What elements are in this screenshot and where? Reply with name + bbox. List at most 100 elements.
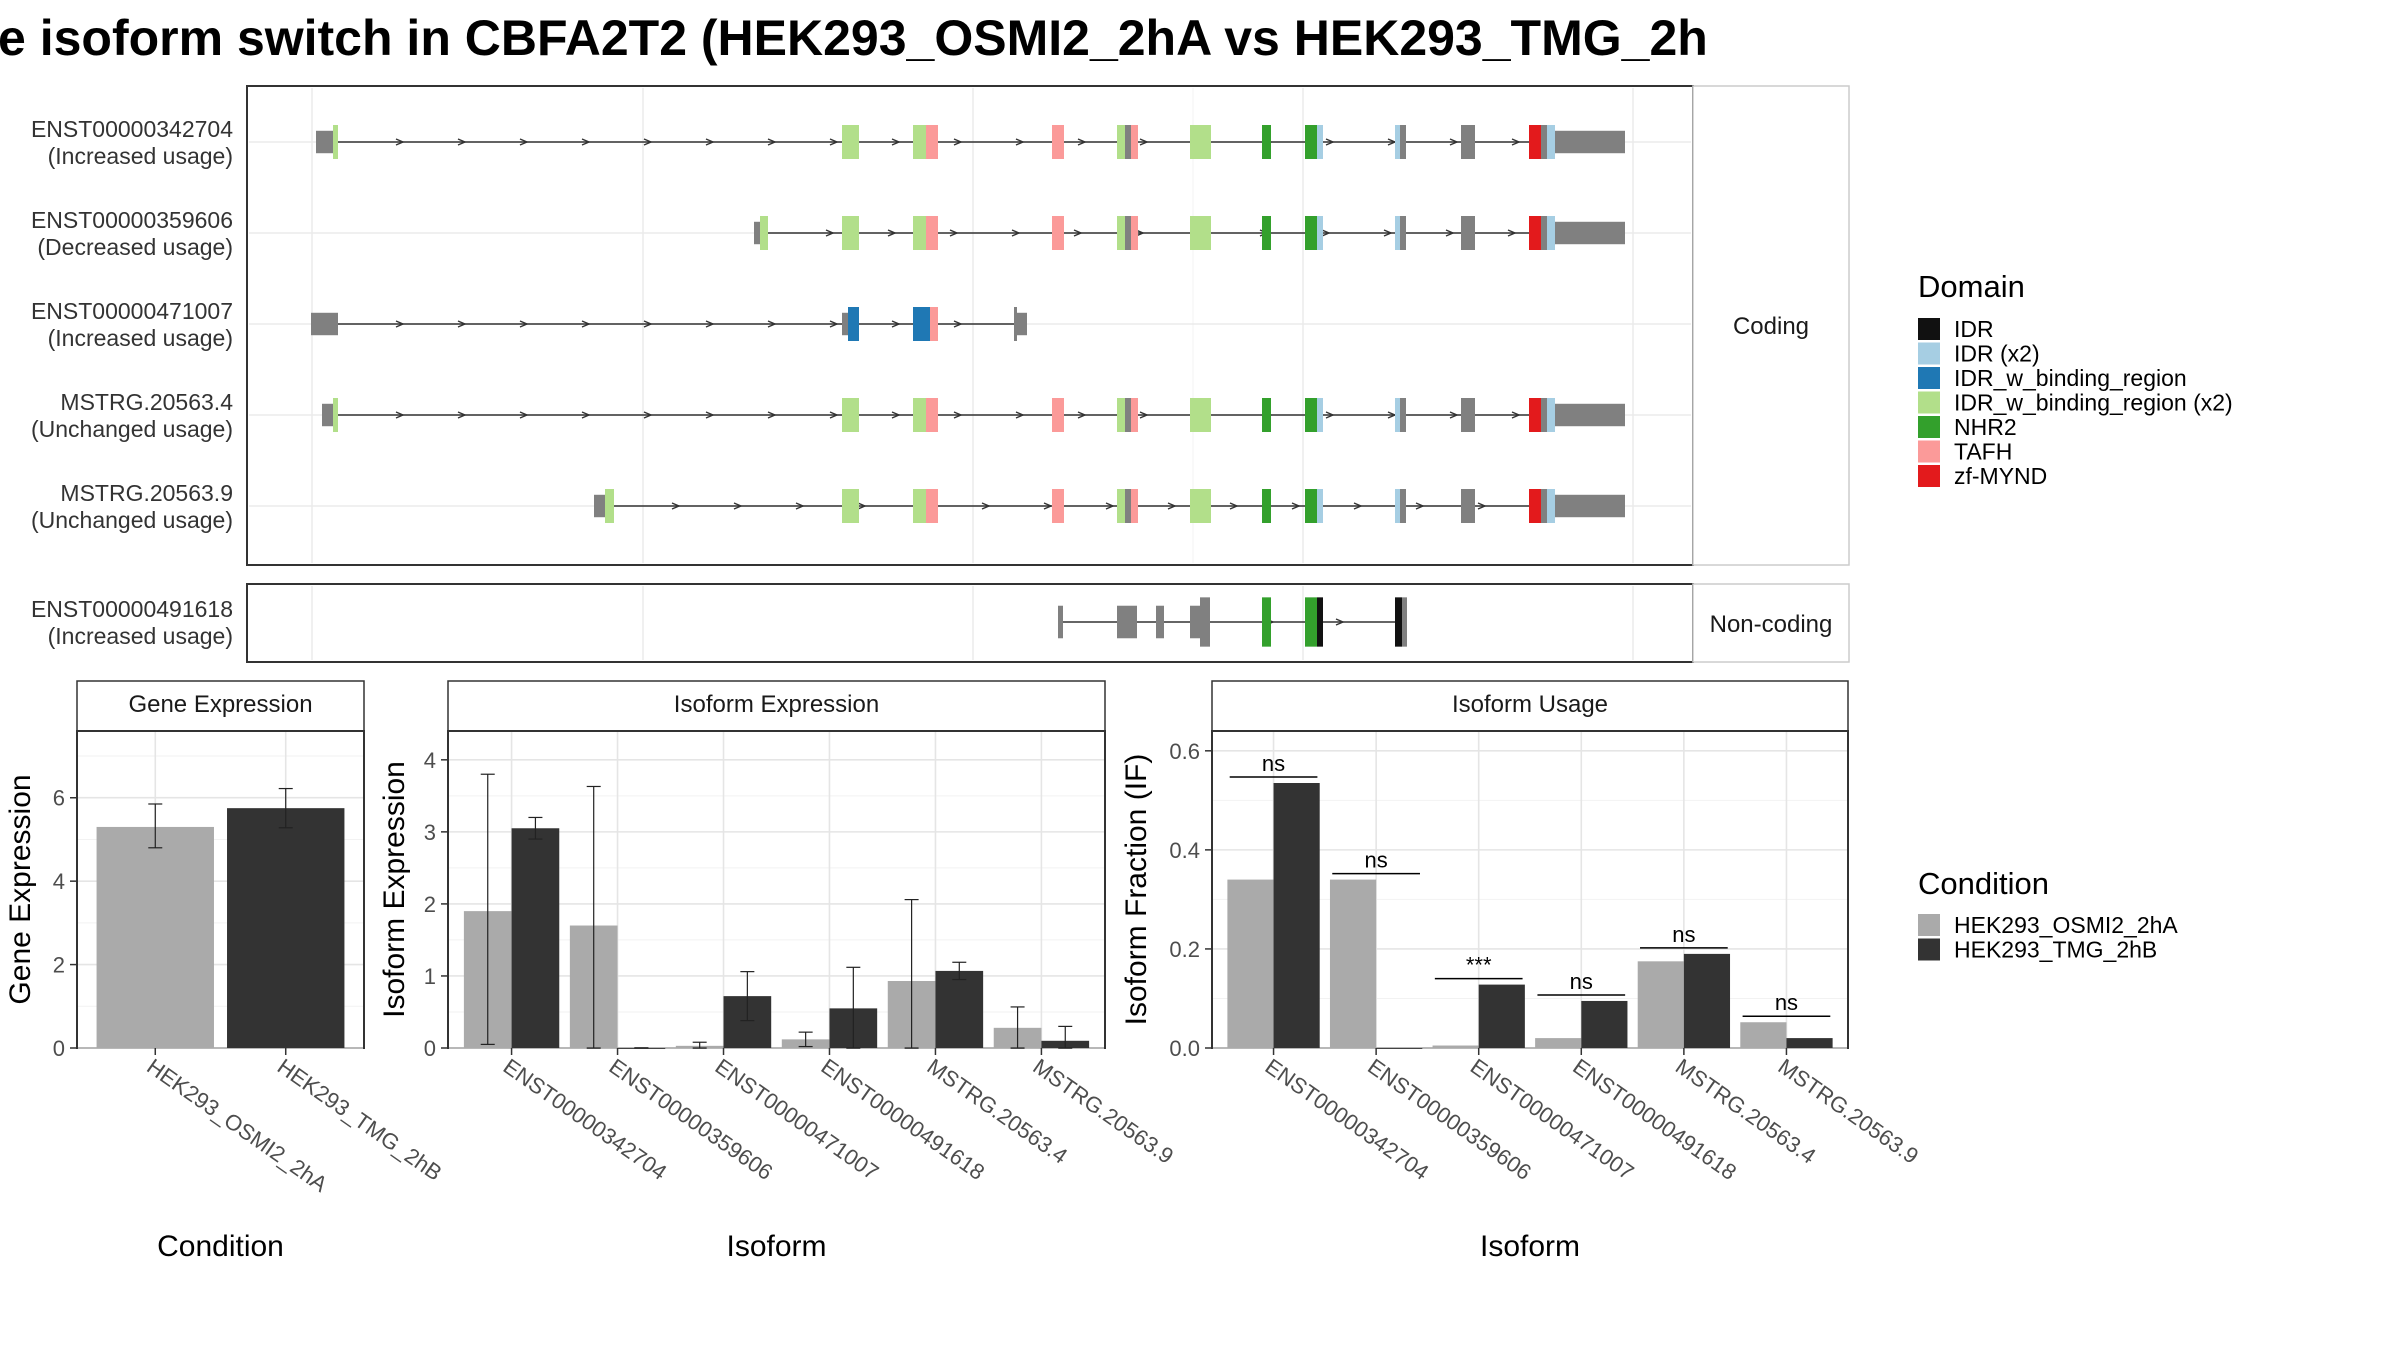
domain-block [1529,489,1541,523]
y-axis-title: Gene Expression [4,774,37,1004]
strand-arrow [395,138,405,146]
domain-block [1305,398,1317,432]
domain-block [333,398,338,432]
domain-block [1395,597,1402,647]
strand-arrow [1415,502,1425,510]
domain-legend-label: IDR_w_binding_region [1954,365,2187,391]
y-tick-label: 6 [53,786,65,811]
exon-block [1461,125,1475,159]
domain-block [842,125,859,159]
strand-arrow [1325,411,1335,419]
domain-block [913,489,926,523]
domain-block [1131,489,1138,523]
significance-label: ns [1672,922,1695,947]
y-tick-label: 0.2 [1169,937,1200,962]
domain-block [1305,216,1317,250]
domain-legend-title: Domain [1918,269,2025,304]
exon-block [1014,307,1017,341]
exon-block [1125,489,1131,523]
y-tick-label: 0 [53,1036,65,1061]
strand-arrow [953,411,963,419]
strand-arrow [395,411,405,419]
y-tick-label: 0.4 [1169,838,1200,863]
domain-legend-label: IDR_w_binding_region (x2) [1954,390,2233,416]
panel-strip [447,680,1106,732]
domain-legend-swatch [1918,465,1940,487]
domain-block [1395,125,1400,159]
noncoding-strip [1692,583,1850,663]
y-tick-label: 4 [424,748,436,773]
exon-block [1017,312,1027,336]
strand-arrow [395,320,405,328]
strand-arrow [1321,229,1331,237]
domain-block [1262,216,1271,250]
transcript-usage-label: (Unchanged usage) [31,416,233,442]
strand-arrow [1139,411,1149,419]
strand-arrow [1077,411,1087,419]
domain-block [1117,398,1125,432]
domain-block [1190,125,1211,159]
strand-arrow [857,502,867,510]
strand-arrow [1073,229,1083,237]
domain-block [913,307,930,341]
domain-block [848,307,859,341]
exon-block [1400,398,1406,432]
y-tick-label: 2 [424,892,436,917]
strand-arrow [733,502,743,510]
bar [227,808,345,1048]
strand-arrow [891,320,901,328]
panel-strip-title: Isoform Expression [674,691,879,718]
y-tick-label: 0.6 [1169,739,1200,764]
figure-title: e isoform switch in CBFA2T2 (HEK293_OSMI… [0,10,1708,66]
bar [1535,1038,1582,1048]
isoform-expression-panel: Isoform Expression01234ENST00000342704EN… [378,680,1178,1263]
strand-arrow [1015,411,1025,419]
exon-block [1461,489,1475,523]
x-axis-title: Isoform [1480,1230,1580,1263]
domain-legend-label: TAFH [1954,439,2012,465]
bar [1273,783,1320,1048]
x-axis-title: Condition [157,1230,284,1263]
strand-arrow [705,138,715,146]
bar [1376,1048,1423,1049]
y-tick-label: 1 [424,964,436,989]
transcript-usage-label: (Unchanged usage) [31,507,233,533]
strand-arrow [795,502,805,510]
strand-arrow [1445,229,1455,237]
exon-block [754,221,760,245]
strand-arrow [519,320,529,328]
strand-arrow [891,411,901,419]
bar [1329,879,1377,1048]
facet-label-coding: Coding [1733,313,1809,340]
strand-arrow [1353,502,1363,510]
isoform-usage-panel: Isoform Usage0.00.20.40.6ENST00000342704… [1120,680,1923,1263]
transcript-id-label: ENST00000491618 [31,596,233,622]
x-axis-title: Isoform [726,1230,826,1263]
exon-block [842,312,848,336]
domain-legend-swatch [1918,367,1940,389]
exon-block [1555,130,1625,154]
domain-block [842,216,859,250]
strand-arrow [953,138,963,146]
significance-label: ns [1262,751,1285,776]
domain-legend-swatch [1918,391,1940,414]
exon-block [322,403,333,427]
exon-block [311,312,338,336]
domain-block [926,398,938,432]
exon-block [1541,398,1547,432]
transcript-structure-panel: CodingNon-codingENST00000342704(Increase… [31,85,1850,663]
transcript-id-label: ENST00000342704 [31,116,233,142]
domain-block [1395,489,1400,523]
domain-block [1117,489,1125,523]
domain-block [333,125,338,159]
significance-label: ns [1775,990,1798,1015]
strand-arrow [581,320,591,328]
transcript-id-label: ENST00000359606 [31,207,233,233]
exon-block [1400,489,1406,523]
strand-arrow [705,411,715,419]
exon-block [1555,221,1625,245]
condition-legend-title: Condition [1918,866,2049,901]
exon-block [1125,216,1131,250]
